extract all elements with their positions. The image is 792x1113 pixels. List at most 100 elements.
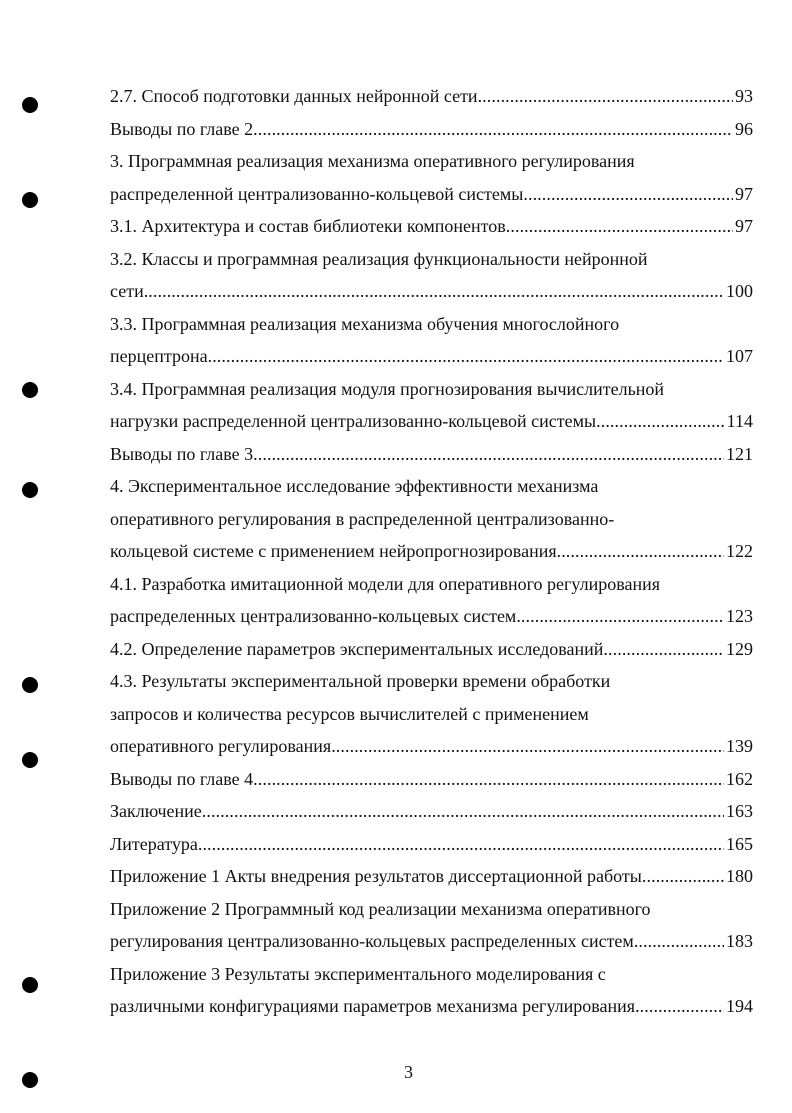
toc-entry-page: 162 bbox=[726, 768, 753, 789]
toc-entry-title: оперативного регулирования в распределен… bbox=[110, 508, 615, 529]
toc-entry-title: перцептрона bbox=[110, 346, 208, 366]
toc-entry-title: 4.1. Разработка имитационной модели для … bbox=[110, 573, 661, 594]
toc-entry-page: 97 bbox=[735, 216, 753, 236]
dot-leader bbox=[253, 113, 733, 146]
dot-leader bbox=[516, 600, 724, 633]
toc-entry: 2.7. Способ подготовки данных нейронной … bbox=[110, 80, 753, 113]
dot-leader bbox=[331, 730, 724, 763]
toc-entry-title: распределенных централизованно-кольцевых… bbox=[110, 606, 517, 626]
toc-entry: Выводы по главе 3 121 bbox=[110, 438, 753, 471]
toc-entry-last-line: сети 100 bbox=[110, 275, 753, 308]
toc-entry-last-line: Приложение 1 Акты внедрения результатов … bbox=[110, 860, 753, 893]
toc-entry-page: 163 bbox=[726, 801, 753, 821]
toc-entry-page: 180 bbox=[726, 866, 753, 886]
toc-entry-page: 96 bbox=[735, 118, 753, 139]
toc-entry-page: 107 bbox=[726, 346, 753, 366]
table-of-contents: 2.7. Способ подготовки данных нейронной … bbox=[110, 80, 753, 1023]
toc-entry-page: 194 bbox=[726, 996, 753, 1016]
toc-entry-last-line: 2.7. Способ подготовки данных нейронной … bbox=[110, 80, 753, 113]
dot-leader bbox=[198, 828, 724, 861]
toc-entry: 4.2. Определение параметров эксперимента… bbox=[110, 633, 753, 666]
punch-hole bbox=[22, 192, 38, 208]
dot-leader bbox=[557, 535, 724, 568]
toc-entry-last-line: Заключение 163 bbox=[110, 795, 753, 828]
toc-entry-page: 122 bbox=[726, 541, 753, 561]
toc-entry-title: Выводы по главе 3 bbox=[110, 443, 254, 464]
toc-entry-page: 129 bbox=[726, 638, 753, 659]
toc-entry-title: 3. Программная реализация механизма опер… bbox=[110, 151, 635, 171]
toc-entry: 3. Программная реализация механизма опер… bbox=[110, 145, 753, 210]
toc-entry-title: запросов и количества ресурсов вычислите… bbox=[110, 703, 589, 724]
toc-entry-last-line: оперативного регулирования 139 bbox=[110, 730, 753, 763]
toc-entry-title: Выводы по главе 2 bbox=[110, 118, 254, 139]
toc-entry-last-line: распределенных централизованно-кольцевых… bbox=[110, 600, 753, 633]
toc-entry-title: 4.3. Результаты экспериментальной провер… bbox=[110, 671, 611, 691]
toc-entry-title: распределенной централизованно-кольцевой… bbox=[110, 183, 524, 204]
punch-hole bbox=[22, 1072, 38, 1088]
dot-leader bbox=[253, 763, 724, 796]
toc-entry-last-line: различными конфигурациями параметров мех… bbox=[110, 990, 753, 1023]
toc-entry-title: Приложение 1 Акты внедрения результатов … bbox=[110, 866, 642, 886]
toc-entry-title: регулирования централизованно-кольцевых … bbox=[110, 931, 634, 951]
dot-leader bbox=[603, 633, 724, 666]
toc-entry-title: оперативного регулирования bbox=[110, 736, 332, 756]
toc-entry-title: 3.3. Программная реализация механизма об… bbox=[110, 313, 620, 334]
dot-leader bbox=[642, 860, 724, 893]
toc-entry: Приложение 3 Результаты экспериментально… bbox=[110, 958, 753, 1023]
toc-entry-title: различными конфигурациями параметров мех… bbox=[110, 996, 636, 1016]
toc-entry-last-line: Выводы по главе 3 121 bbox=[110, 438, 753, 471]
toc-entry-title: 2.7. Способ подготовки данных нейронной … bbox=[110, 86, 478, 106]
toc-entry-page: 183 bbox=[726, 931, 753, 951]
toc-entry: Литература 165 bbox=[110, 828, 753, 861]
toc-entry-page: 121 bbox=[726, 443, 753, 464]
dot-leader bbox=[523, 178, 733, 211]
toc-entry-page: 100 bbox=[726, 281, 753, 301]
toc-entry-title: нагрузки распределенной централизованно-… bbox=[110, 411, 597, 431]
punch-hole bbox=[22, 752, 38, 768]
toc-entry-page: 114 bbox=[726, 411, 753, 431]
dot-leader bbox=[253, 438, 724, 471]
toc-entry-page: 165 bbox=[726, 833, 753, 854]
dot-leader bbox=[208, 340, 724, 373]
toc-entry-title: Приложение 3 Результаты экспериментально… bbox=[110, 963, 606, 984]
toc-entry-last-line: Выводы по главе 2 96 bbox=[110, 113, 753, 146]
punch-hole bbox=[22, 677, 38, 693]
toc-entry-title: 3.2. Классы и программная реализация фун… bbox=[110, 248, 648, 269]
toc-entry-page: 97 bbox=[735, 183, 753, 204]
toc-entry-title: кольцевой системе с применением нейропро… bbox=[110, 541, 557, 561]
toc-entry-last-line: распределенной централизованно-кольцевой… bbox=[110, 178, 753, 211]
toc-entry-last-line: нагрузки распределенной централизованно-… bbox=[110, 405, 753, 438]
toc-entry-last-line: кольцевой системе с применением нейропро… bbox=[110, 535, 753, 568]
toc-entry: Выводы по главе 2 96 bbox=[110, 113, 753, 146]
dot-leader bbox=[635, 990, 724, 1023]
toc-entry-last-line: 4.2. Определение параметров эксперимента… bbox=[110, 633, 753, 666]
toc-entry: Приложение 1 Акты внедрения результатов … bbox=[110, 860, 753, 893]
toc-entry: 4. Экспериментальное исследование эффект… bbox=[110, 470, 753, 568]
dot-leader bbox=[634, 925, 724, 958]
punch-hole bbox=[22, 97, 38, 113]
toc-entry-last-line: Литература 165 bbox=[110, 828, 753, 861]
page-number: 3 bbox=[404, 1062, 413, 1082]
dot-leader bbox=[478, 80, 733, 113]
dot-leader bbox=[144, 275, 724, 308]
punch-hole bbox=[22, 382, 38, 398]
dot-leader bbox=[202, 795, 724, 828]
toc-entry-last-line: Выводы по главе 4 162 bbox=[110, 763, 753, 796]
dot-leader bbox=[506, 210, 733, 243]
toc-entry-title: Литература bbox=[110, 833, 198, 854]
toc-entry-last-line: перцептрона 107 bbox=[110, 340, 753, 373]
toc-entry-last-line: 3.1. Архитектура и состав библиотеки ком… bbox=[110, 210, 753, 243]
toc-entry-title: 3.4. Программная реализация модуля прогн… bbox=[110, 378, 665, 399]
toc-entry-title: 4.2. Определение параметров эксперимента… bbox=[110, 638, 604, 659]
toc-entry-page: 123 bbox=[726, 606, 753, 626]
toc-entry: 3.3. Программная реализация механизма об… bbox=[110, 308, 753, 373]
toc-entry: 3.1. Архитектура и состав библиотеки ком… bbox=[110, 210, 753, 243]
toc-entry: Заключение 163 bbox=[110, 795, 753, 828]
dot-leader bbox=[596, 405, 725, 438]
toc-entry-title: Приложение 2 Программный код реализации … bbox=[110, 898, 651, 919]
toc-entry-title: сети bbox=[110, 281, 144, 301]
toc-entry: 3.2. Классы и программная реализация фун… bbox=[110, 243, 753, 308]
toc-entry-title: Выводы по главе 4 bbox=[110, 768, 254, 789]
toc-entry: 4.1. Разработка имитационной модели для … bbox=[110, 568, 753, 633]
toc-entry: 3.4. Программная реализация модуля прогн… bbox=[110, 373, 753, 438]
